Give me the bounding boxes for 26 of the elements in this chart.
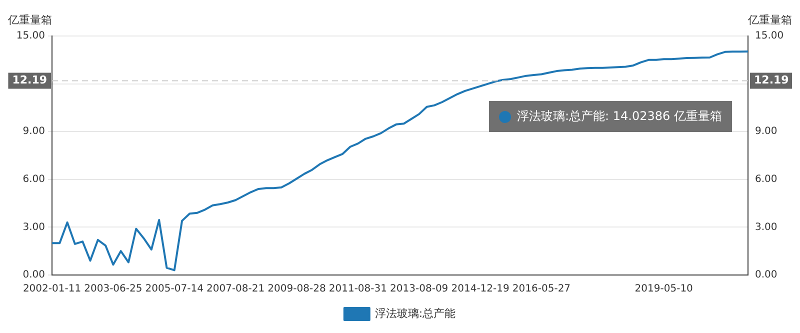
y-tick-label: 0.00	[22, 270, 45, 281]
y-tick-label: 9.00	[22, 126, 45, 138]
x-tick-label: 2005-07-14	[145, 284, 204, 295]
y-axis-title: 亿重量箱	[7, 13, 52, 26]
x-tick-label: 2011-08-31	[328, 284, 387, 295]
y-tick-label: 15.00	[16, 30, 45, 42]
x-tick-label: 2016-05-27	[512, 284, 571, 295]
y2-tick-label: 0.00	[755, 270, 778, 281]
x-tick-label: 2009-08-28	[268, 284, 326, 295]
x-tick-label: 2019-05-10	[634, 284, 693, 295]
y2-tick-label: 15.00	[755, 30, 784, 42]
x-tick-label: 2002-01-11	[22, 284, 82, 295]
x-tick-label: 2013-08-09	[390, 284, 448, 295]
y2-tick-label: 6.00	[755, 174, 778, 185]
ref-line-label: 12.19	[12, 74, 47, 87]
annotation: 浮法玻璃:总产能: 14.02386 亿重量箱	[517, 108, 722, 125]
y2-tick-label: 9.00	[755, 126, 778, 138]
y2-tick-label: 3.00	[755, 222, 778, 233]
x-tick-label: 2007-08-21	[206, 284, 265, 295]
legend-label: 浮法玻璃:总产能	[374, 306, 456, 320]
text: 12.19	[754, 74, 789, 87]
x-tick-label: 2003-06-25	[84, 284, 142, 295]
y-tick-label: 3.00	[22, 222, 45, 233]
y2-axis-title: 亿重量箱	[747, 13, 792, 26]
x-tick-label: 2014-12-19	[451, 284, 510, 295]
y-tick-label: 6.00	[22, 174, 45, 185]
